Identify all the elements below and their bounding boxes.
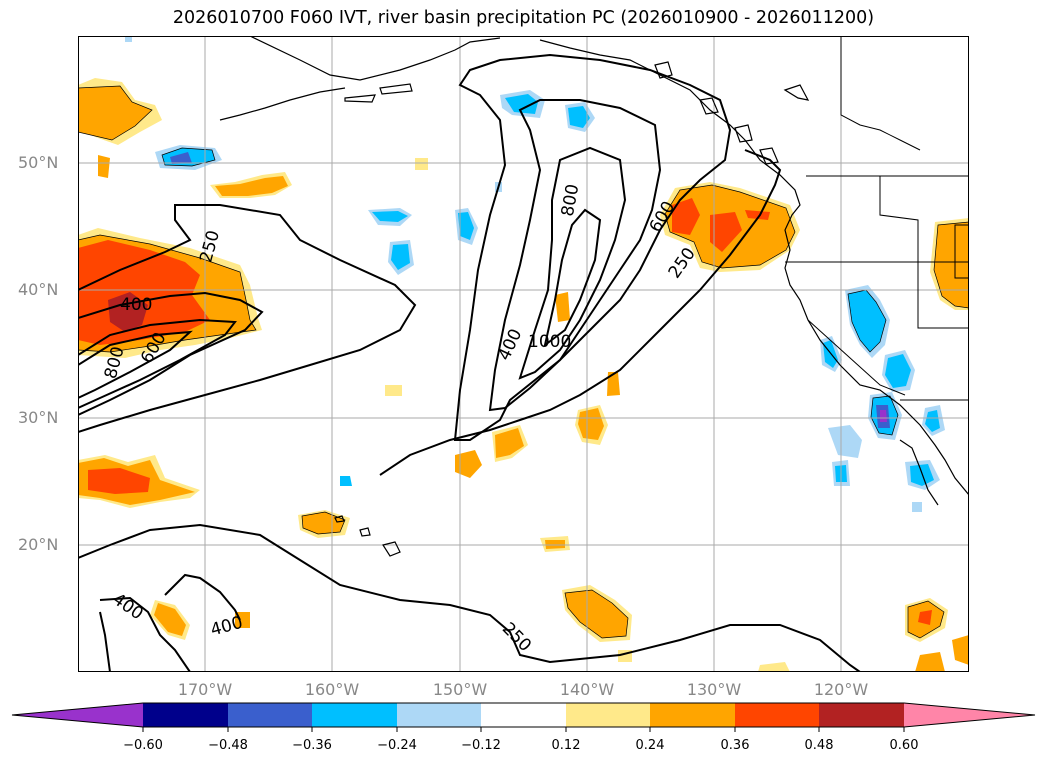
colorbar-tick-label: −0.24	[377, 738, 417, 753]
anomaly-outlines	[78, 85, 969, 639]
ivt-label: 1000	[528, 332, 571, 352]
colorbar-swatch	[228, 703, 312, 727]
colorbar-tick-label: −0.12	[461, 738, 501, 753]
colorbar-swatch	[481, 703, 566, 727]
lat-label-40n: 40°N	[18, 280, 59, 299]
lon-label-120w: 120°W	[813, 680, 869, 699]
colorbar-swatch	[312, 703, 397, 727]
colorbar-tick-label: −0.60	[123, 738, 163, 753]
colorbar-tick-label: 0.36	[720, 738, 750, 753]
colorbar-tick-label: −0.36	[292, 738, 332, 753]
colorbar-swatch	[143, 703, 228, 727]
colorbar-swatch	[819, 703, 904, 727]
colorbar-under-extension	[12, 703, 143, 727]
precip-negative-anomalies	[125, 36, 945, 512]
lat-label-50n: 50°N	[18, 153, 59, 172]
graticule	[78, 36, 969, 672]
colorbar	[11, 702, 1036, 732]
colorbar-tick-label: 0.12	[551, 738, 581, 753]
lon-label-150w: 150°W	[432, 680, 488, 699]
colorbar-over-extension	[904, 703, 1035, 727]
colorbar-tick-label: 0.48	[804, 738, 834, 753]
lat-label-30n: 30°N	[18, 408, 59, 427]
colorbar-swatch	[566, 703, 650, 727]
map-panel: 250 400 600 800 1000 800 600 400 250 400…	[78, 36, 969, 672]
map-title: 2026010700 F060 IVT, river basin precipi…	[172, 8, 875, 28]
lon-label-170w: 170°W	[177, 680, 233, 699]
colorbar-swatch	[735, 703, 819, 727]
colorbar-tick-label: 0.60	[889, 738, 919, 753]
colorbar-swatch	[397, 703, 481, 727]
ivt-label: 400	[120, 295, 152, 315]
colorbar-tick-label: −0.48	[208, 738, 248, 753]
political-borders	[785, 36, 969, 401]
lon-label-160w: 160°W	[304, 680, 360, 699]
precip-positive-anomalies	[78, 78, 969, 672]
ivt-contours	[78, 53, 861, 672]
lon-label-140w: 140°W	[559, 680, 615, 699]
colorbar-swatch	[650, 703, 735, 727]
lat-label-20n: 20°N	[18, 535, 59, 554]
colorbar-tick-label: 0.24	[635, 738, 665, 753]
lon-label-130w: 130°W	[686, 680, 742, 699]
